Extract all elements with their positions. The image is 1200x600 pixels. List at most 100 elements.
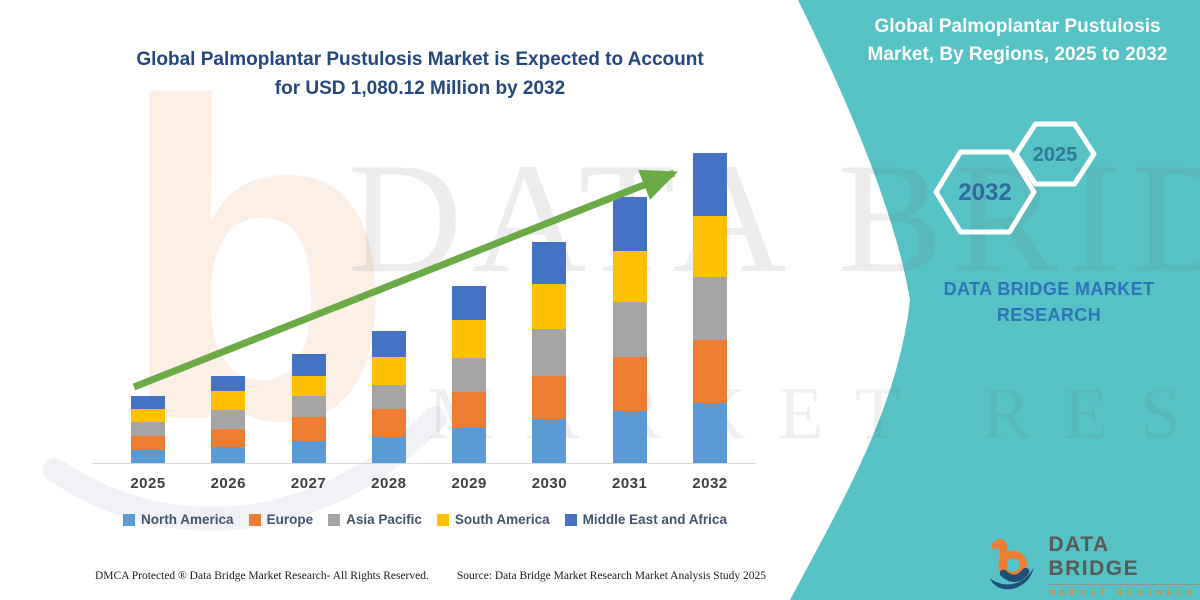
bar-segment [532,328,567,376]
bar-segment [131,436,165,450]
bar-segment [211,446,246,463]
panel-title: Global Palmoplantar Pustulosis Market, B… [840,13,1195,68]
chart-legend: North America Europe Asia Pacific South Ame… [90,512,760,527]
bar-segment [692,215,727,277]
legend-label: South America [454,512,550,527]
bar-segment [211,390,246,411]
legend-label: North America [141,512,234,527]
databridge-logo: DATA BRIDGE MARKET RESEARCH [985,533,1200,597]
bar-segment [532,375,567,419]
bar-segment [371,356,406,385]
x-axis-label: 2029 [451,475,487,492]
bar-column-2026: 2026 [203,140,253,496]
legend-item: Europe [248,512,314,527]
legend-item: South America [436,512,550,527]
legend-label: Asia Pacific [346,512,422,527]
legend-item: North America [123,512,234,527]
bar-segment [371,409,406,438]
bar-segment [452,357,487,393]
x-axis-label: 2031 [612,475,648,492]
bar-column-2028: 2028 [364,140,414,496]
bar-segment [612,411,647,463]
x-axis-line [92,463,756,464]
bar-stack-2025 [131,396,165,463]
bar-segment [211,428,246,447]
legend-swatch [123,513,136,526]
bar-segment [532,284,567,329]
bar-segment [291,354,326,377]
bar-segment [291,376,326,396]
brand-text-line2: RESEARCH [996,305,1102,326]
bar-segment [692,339,727,403]
bar-segment [692,153,727,216]
hexagon-2032 [933,149,1037,235]
bar-segment [211,376,246,391]
x-axis-label: 2028 [371,475,407,492]
bar-segment [131,396,165,410]
legend-swatch [328,513,341,526]
databridge-b-icon [989,538,1034,590]
bar-stack-2027 [291,354,326,463]
legend-label: Europe [266,512,314,527]
bar-segment [452,428,487,463]
bar-segment [291,440,326,463]
bar-stack-2031 [612,197,647,463]
bar-segment [131,422,165,437]
x-axis-label: 2030 [531,475,568,492]
bar-stack-2026 [211,376,246,463]
bar-segment [532,418,567,463]
bar-segment [532,242,567,285]
bar-segment [452,392,487,428]
brand-text: DATA BRIDGE MARKET RESEARCH [918,276,1180,328]
hexagon-badges: 2032 2025 [933,121,1097,235]
bar-column-2031: 2031 [605,140,655,496]
bar-segment [612,251,647,302]
bar-segment [291,395,326,418]
bar-segment [452,285,487,320]
bar-segment [131,409,165,423]
bar-segment [612,356,647,412]
x-axis-label: 2026 [210,475,246,492]
x-axis-label: 2027 [290,475,327,492]
teal-panel-path [790,0,1200,600]
hexagon-2025-label: 2025 [1033,144,1078,166]
bar-segment [692,276,727,340]
bar-segment [452,319,487,358]
bar-segment [371,437,406,463]
bar-segment [291,417,326,441]
bar-column-2029: 2029 [444,140,494,496]
bar-segment [612,197,647,252]
chart-title: Global Palmoplantar Pustulosis Market is… [105,46,735,103]
bar-column-2032: 2032 [685,140,735,496]
brand-text-line1: DATA BRIDGE MARKET [943,279,1155,299]
stacked-bar-chart: 2025 2026 2027 2028 2029 2030 2031 2032 [123,140,735,496]
bar-column-2027: 2027 [284,140,334,496]
legend-item: Middle East and Africa [564,512,727,527]
bar-column-2030: 2030 [524,140,574,496]
bar-segment [371,331,406,357]
legend-swatch [436,513,449,526]
x-axis-label: 2025 [130,475,166,492]
legend-item: Asia Pacific [328,512,422,527]
chart-title-line1: Global Palmoplantar Pustulosis Market is… [136,49,704,70]
bar-segment [371,384,406,410]
hexagon-2025 [1013,121,1097,187]
legend-swatch [248,513,261,526]
logo-subtitle: MARKET RESEARCH [1048,588,1198,597]
logo-title: DATA BRIDGE [1048,533,1200,585]
bar-segment [612,301,647,357]
bar-segment [692,403,727,463]
panel-title-line2: Market, By Regions, 2025 to 2032 [867,43,1168,65]
bar-stack-2029 [452,285,487,463]
bar-stack-2028 [371,331,406,463]
bar-segment [131,449,165,463]
chart-title-line2: for USD 1,080.12 Million by 2032 [274,77,566,99]
hexagon-2032-label: 2032 [958,179,1011,206]
bar-segment [211,410,246,429]
legend-label: Middle East and Africa [582,512,727,527]
footer-dmca-text: DMCA Protected ® Data Bridge Market Rese… [95,570,429,582]
footer-source-text: Source: Data Bridge Market Research Mark… [456,570,767,582]
bar-stack-2032 [692,153,727,463]
